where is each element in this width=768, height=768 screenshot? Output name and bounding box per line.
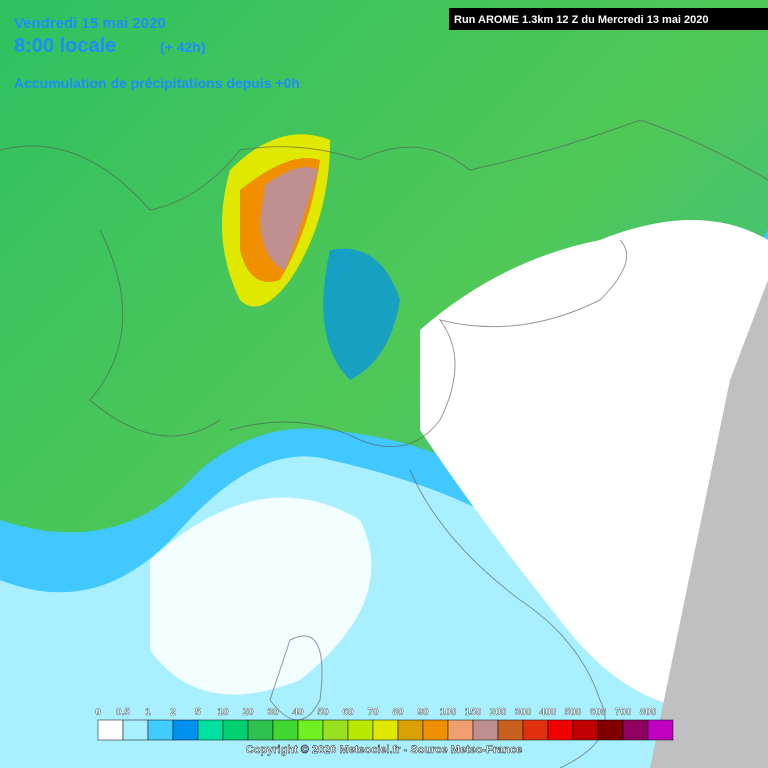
legend-swatch bbox=[322, 719, 349, 741]
legend-label: 700 bbox=[615, 707, 632, 718]
legend-label: 0 bbox=[95, 707, 101, 718]
legend-swatch bbox=[197, 719, 224, 741]
legend-swatch bbox=[597, 719, 624, 741]
legend-swatch bbox=[272, 719, 299, 741]
legend-swatch bbox=[547, 719, 574, 741]
legend-label: 400 bbox=[540, 707, 557, 718]
legend-label: 70 bbox=[367, 707, 379, 718]
legend-swatch bbox=[497, 719, 524, 741]
run-info: Run AROME 1.3km 12 Z du Mercredi 13 mai … bbox=[454, 14, 709, 26]
copyright: Copyright © 2020 Meteociel.fr - Source M… bbox=[246, 744, 522, 756]
legend-swatch bbox=[397, 719, 424, 741]
legend-swatch bbox=[147, 719, 174, 741]
legend-label: 100 bbox=[440, 707, 457, 718]
legend-label: 1 bbox=[145, 707, 151, 718]
legend-label: 200 bbox=[490, 707, 507, 718]
legend-label: 0.5 bbox=[116, 707, 130, 718]
legend-swatch bbox=[572, 719, 599, 741]
legend-swatch bbox=[472, 719, 499, 741]
legend-swatch bbox=[447, 719, 474, 741]
subtitle: Accumulation de précipitations depuis +0… bbox=[14, 75, 300, 91]
legend: 0 0.5 1 2 5 10 20 30 40 50 60 70 80 90 100 150 200 300 400… bbox=[95, 707, 674, 741]
legend-label: 10 bbox=[217, 707, 229, 718]
legend-swatch bbox=[97, 719, 124, 741]
outside-domain bbox=[650, 280, 768, 768]
legend-swatch bbox=[347, 719, 374, 741]
dry-area bbox=[150, 497, 372, 695]
legend-swatch bbox=[422, 719, 449, 741]
legend-swatch bbox=[172, 719, 199, 741]
legend-label: 30 bbox=[267, 707, 279, 718]
legend-label: 500 bbox=[565, 707, 582, 718]
legend-label: 20 bbox=[242, 707, 254, 718]
lead-time: (+ 42h) bbox=[160, 39, 206, 55]
legend-label: 5 bbox=[195, 707, 201, 718]
legend-swatch bbox=[647, 719, 674, 741]
run-box bbox=[449, 8, 768, 30]
legend-label: 40 bbox=[292, 707, 304, 718]
legend-swatch bbox=[622, 719, 649, 741]
legend-label: 600 bbox=[590, 707, 607, 718]
legend-label: 90 bbox=[417, 707, 429, 718]
legend-swatch bbox=[247, 719, 274, 741]
legend-label: 300 bbox=[515, 707, 532, 718]
legend-label: 50 bbox=[317, 707, 329, 718]
extreme-precip bbox=[260, 167, 318, 270]
legend-swatch bbox=[372, 719, 399, 741]
legend-label: 80 bbox=[392, 707, 404, 718]
date: Vendredi 15 mai 2020 bbox=[14, 15, 166, 32]
time: 8:00 locale bbox=[14, 35, 116, 57]
legend-swatch bbox=[222, 719, 249, 741]
legend-swatch bbox=[522, 719, 549, 741]
legend-swatch bbox=[122, 719, 149, 741]
legend-label: 2 bbox=[170, 707, 176, 718]
moderate-precip bbox=[323, 248, 400, 380]
legend-label: 800 bbox=[640, 707, 657, 718]
legend-swatch bbox=[297, 719, 324, 741]
dry-area bbox=[420, 220, 768, 710]
legend-label: 150 bbox=[465, 707, 482, 718]
legend-label: 60 bbox=[342, 707, 354, 718]
